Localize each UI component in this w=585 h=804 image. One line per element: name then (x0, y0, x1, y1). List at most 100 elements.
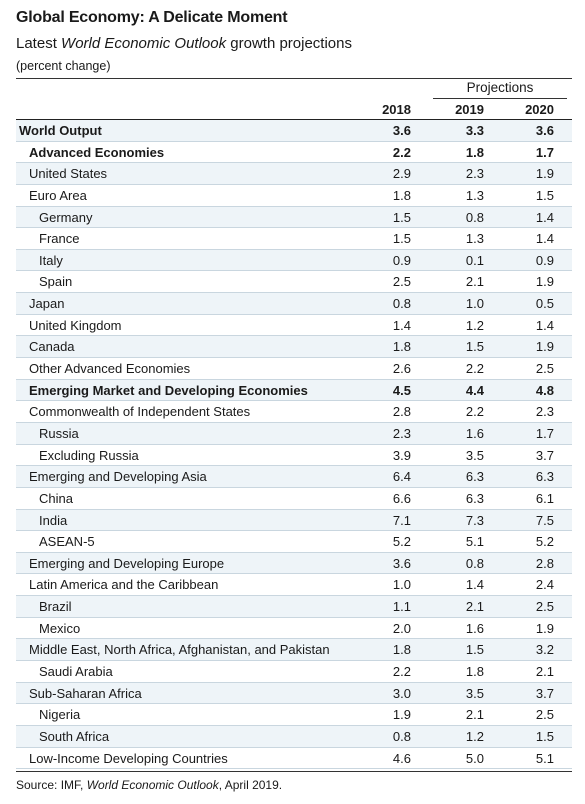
value-2018: 3.6 (371, 123, 411, 138)
table-row: India 7.1 7.3 7.5 (16, 510, 572, 532)
value-2020: 1.7 (514, 426, 554, 441)
row-label: World Output (19, 123, 102, 138)
table-row: Germany 1.5 0.8 1.4 (16, 207, 572, 229)
value-2019: 1.3 (444, 231, 484, 246)
subtitle-prefix: Latest (16, 35, 61, 52)
unit-note: (percent change) (16, 59, 111, 73)
value-2018: 7.1 (371, 513, 411, 528)
value-2020: 1.5 (514, 729, 554, 744)
value-2020: 0.5 (514, 296, 554, 311)
value-2019: 2.3 (444, 166, 484, 181)
value-2019: 2.2 (444, 361, 484, 376)
value-2020: 6.3 (514, 469, 554, 484)
value-2019: 1.3 (444, 188, 484, 203)
value-2018: 4.5 (371, 383, 411, 398)
subtitle-italic: World Economic Outlook (61, 35, 226, 52)
value-2019: 1.6 (444, 426, 484, 441)
row-label: Mexico (39, 621, 80, 636)
value-2019: 0.8 (444, 556, 484, 571)
year-header-2019: 2019 (444, 102, 484, 117)
row-label: Brazil (39, 599, 72, 614)
value-2020: 3.7 (514, 448, 554, 463)
value-2020: 4.8 (514, 383, 554, 398)
year-header-2020: 2020 (514, 102, 554, 117)
row-label: Low-Income Developing Countries (29, 751, 228, 766)
table-row: Emerging and Developing Europe 3.6 0.8 2.8 (16, 553, 572, 575)
row-label: Emerging and Developing Europe (29, 556, 224, 571)
table-row: Canada 1.8 1.5 1.9 (16, 336, 572, 358)
row-label: Italy (39, 253, 63, 268)
value-2020: 1.4 (514, 231, 554, 246)
value-2018: 6.4 (371, 469, 411, 484)
table-row: France 1.5 1.3 1.4 (16, 228, 572, 250)
table-row: United States 2.9 2.3 1.9 (16, 163, 572, 185)
value-2020: 0.9 (514, 253, 554, 268)
value-2020: 1.4 (514, 210, 554, 225)
table-row: ASEAN-5 5.2 5.1 5.2 (16, 531, 572, 553)
value-2018: 1.1 (371, 599, 411, 614)
value-2019: 3.3 (444, 123, 484, 138)
table-body: World Output 3.6 3.3 3.6 Advanced Economies 2… (16, 120, 572, 769)
row-label: India (39, 513, 67, 528)
row-label: Emerging and Developing Asia (29, 469, 207, 484)
table-row: Russia 2.3 1.6 1.7 (16, 423, 572, 445)
value-2020: 1.9 (514, 339, 554, 354)
value-2018: 1.0 (371, 577, 411, 592)
row-label: Commonwealth of Independent States (29, 404, 250, 419)
row-label: ASEAN-5 (39, 534, 95, 549)
table-row: Euro Area 1.8 1.3 1.5 (16, 185, 572, 207)
value-2019: 1.5 (444, 642, 484, 657)
projections-rule (433, 98, 567, 99)
source-suffix: , April 2019. (219, 778, 282, 792)
top-rule (16, 78, 572, 79)
value-2019: 5.1 (444, 534, 484, 549)
value-2019: 6.3 (444, 469, 484, 484)
value-2019: 2.1 (444, 707, 484, 722)
value-2018: 0.9 (371, 253, 411, 268)
value-2020: 2.1 (514, 664, 554, 679)
value-2018: 2.8 (371, 404, 411, 419)
value-2018: 1.5 (371, 210, 411, 225)
row-label: Nigeria (39, 707, 80, 722)
value-2018: 3.0 (371, 686, 411, 701)
row-label: United Kingdom (29, 318, 122, 333)
table-row: Brazil 1.1 2.1 2.5 (16, 596, 572, 618)
value-2020: 5.2 (514, 534, 554, 549)
value-2020: 2.5 (514, 361, 554, 376)
value-2019: 1.4 (444, 577, 484, 592)
row-label: Excluding Russia (39, 448, 139, 463)
table-row: Middle East, North Africa, Afghanistan, … (16, 639, 572, 661)
value-2020: 2.5 (514, 599, 554, 614)
row-divider (16, 768, 572, 769)
bottom-rule (16, 771, 572, 772)
row-label: Germany (39, 210, 92, 225)
row-label: France (39, 231, 79, 246)
value-2020: 5.1 (514, 751, 554, 766)
source-note: Source: IMF, World Economic Outlook, Apr… (16, 778, 282, 792)
value-2018: 2.0 (371, 621, 411, 636)
value-2019: 5.0 (444, 751, 484, 766)
value-2019: 1.5 (444, 339, 484, 354)
table-row: World Output 3.6 3.3 3.6 (16, 120, 572, 142)
value-2020: 2.5 (514, 707, 554, 722)
table-row: South Africa 0.8 1.2 1.5 (16, 726, 572, 748)
row-label: Other Advanced Economies (29, 361, 190, 376)
value-2018: 1.9 (371, 707, 411, 722)
row-label: Euro Area (29, 188, 87, 203)
value-2018: 2.3 (371, 426, 411, 441)
value-2019: 1.2 (444, 729, 484, 744)
value-2019: 0.8 (444, 210, 484, 225)
table-row: Spain 2.5 2.1 1.9 (16, 271, 572, 293)
value-2018: 1.8 (371, 339, 411, 354)
row-label: Middle East, North Africa, Afghanistan, … (29, 642, 330, 657)
value-2020: 1.9 (514, 166, 554, 181)
value-2020: 3.7 (514, 686, 554, 701)
value-2018: 3.9 (371, 448, 411, 463)
value-2019: 1.6 (444, 621, 484, 636)
value-2019: 3.5 (444, 448, 484, 463)
value-2020: 1.7 (514, 145, 554, 160)
value-2019: 0.1 (444, 253, 484, 268)
subtitle-suffix: growth projections (226, 35, 352, 52)
value-2018: 2.2 (371, 145, 411, 160)
